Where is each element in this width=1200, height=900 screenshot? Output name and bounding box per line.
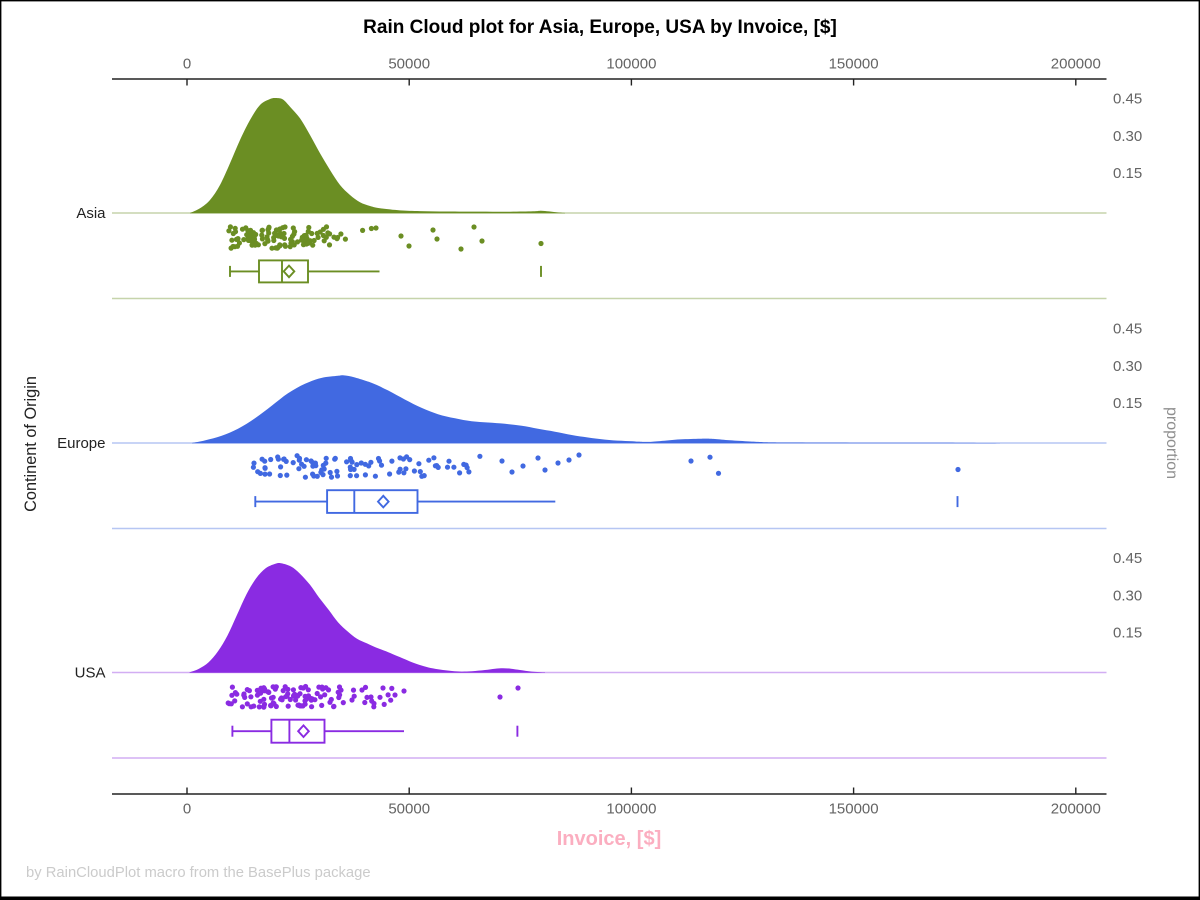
svg-text:Rain Cloud plot for Asia, Euro: Rain Cloud plot for Asia, Europe, USA by… [363, 17, 837, 38]
svg-text:150000: 150000 [829, 801, 879, 818]
svg-text:150000: 150000 [829, 56, 879, 73]
svg-text:Europe: Europe [57, 435, 105, 452]
svg-text:0.15: 0.15 [1113, 395, 1142, 412]
svg-text:0.15: 0.15 [1113, 165, 1142, 182]
svg-text:by RainCloudPlot macro from th: by RainCloudPlot macro from the BasePlus… [26, 865, 371, 881]
svg-text:200000: 200000 [1051, 801, 1101, 818]
svg-text:0.30: 0.30 [1113, 588, 1142, 605]
svg-text:0.45: 0.45 [1113, 321, 1142, 338]
svg-text:Invoice, [$]: Invoice, [$] [557, 828, 661, 850]
svg-text:0.45: 0.45 [1113, 91, 1142, 108]
svg-text:200000: 200000 [1051, 56, 1101, 73]
svg-text:Asia: Asia [76, 205, 106, 222]
svg-text:0.30: 0.30 [1113, 128, 1142, 145]
svg-text:100000: 100000 [606, 56, 656, 73]
svg-text:0.45: 0.45 [1113, 550, 1142, 567]
svg-text:50000: 50000 [388, 56, 430, 73]
svg-text:0.30: 0.30 [1113, 358, 1142, 375]
svg-text:Continent of Origin: Continent of Origin [22, 376, 40, 512]
svg-text:0.15: 0.15 [1113, 625, 1142, 642]
svg-text:0: 0 [183, 56, 191, 73]
svg-text:USA: USA [75, 665, 106, 682]
svg-text:proportion: proportion [1163, 407, 1180, 479]
svg-text:100000: 100000 [606, 801, 656, 818]
svg-text:50000: 50000 [388, 801, 430, 818]
svg-text:0: 0 [183, 801, 191, 818]
